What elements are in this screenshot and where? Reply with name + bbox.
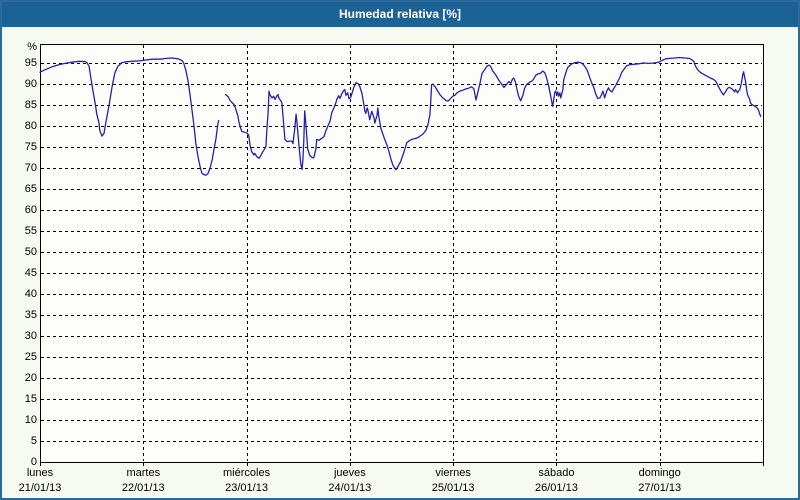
x-axis-day-date: 22/01/13 xyxy=(121,482,165,494)
chart-area: % 95 90 85 80 75 70 65 60 55 50 45 40 35 30 25 20 15 10 5 0 … xyxy=(2,27,798,498)
humidity-line xyxy=(39,57,220,176)
x-axis-day-date: 23/01/13 xyxy=(225,482,268,494)
y-axis-tick-label: 10 xyxy=(24,414,37,426)
x-axis-day-name: lunes xyxy=(26,467,54,479)
y-axis-tick-label: 60 xyxy=(24,204,37,216)
x-axis-day-name: domingo xyxy=(638,467,681,479)
y-axis-tick-label: 45 xyxy=(24,267,37,279)
x-axis-day-date: 24/01/13 xyxy=(328,482,372,494)
y-axis-tick-label: 55 xyxy=(24,225,37,237)
y-axis-tick-label: 20 xyxy=(24,372,37,384)
y-axis-tick-label: 30 xyxy=(24,330,37,342)
y-axis-tick-label: 75 xyxy=(24,141,37,153)
x-axis-day-date: 26/01/13 xyxy=(535,482,578,494)
y-axis-tick-label: 85 xyxy=(24,99,37,111)
y-axis-tick-label: 50 xyxy=(24,246,37,258)
y-axis-tick-label: 5 xyxy=(30,435,37,447)
y-axis-tick-label: 65 xyxy=(24,183,37,195)
y-axis-tick-label: 15 xyxy=(24,393,37,405)
x-axis-day-name: sábado xyxy=(538,467,575,479)
chart-title: Humedad relativa [%] xyxy=(2,2,798,27)
y-axis-tick-label: 90 xyxy=(24,78,37,90)
y-axis-tick-label: 80 xyxy=(24,120,37,132)
x-axis-day-date: 21/01/13 xyxy=(18,482,62,494)
y-axis-tick-label: 0 xyxy=(30,456,37,468)
y-axis-tick-label: 25 xyxy=(24,351,37,363)
x-axis-day-name: viernes xyxy=(435,467,471,479)
x-axis-day-date: 27/01/13 xyxy=(638,482,682,494)
y-axis-tick-label: 35 xyxy=(24,309,37,321)
y-axis-tick-label: 95 xyxy=(24,57,37,69)
x-axis-day-name: jueves xyxy=(333,467,366,479)
y-axis-unit-label: % xyxy=(27,41,37,53)
humidity-plot-svg xyxy=(39,44,764,466)
x-axis-day-name: miércoles xyxy=(223,467,271,479)
plot-border xyxy=(40,44,764,463)
y-axis-tick-label: 40 xyxy=(24,288,37,300)
x-axis-day-name: martes xyxy=(126,467,161,479)
x-axis-day-date: 25/01/13 xyxy=(431,482,475,494)
humidity-line xyxy=(224,56,762,171)
y-axis-tick-label: 70 xyxy=(24,162,37,174)
